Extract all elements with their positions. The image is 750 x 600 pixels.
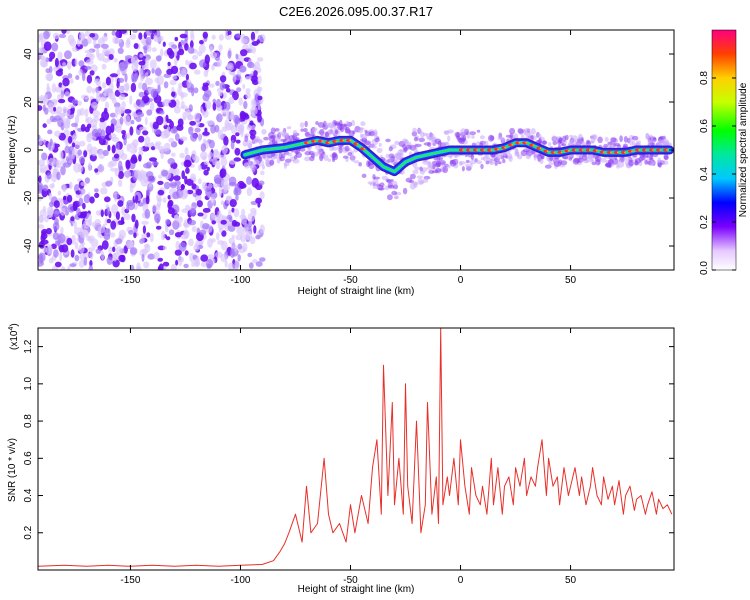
x-tick-label: -150 — [120, 575, 140, 586]
y-tick-label: 40 — [23, 48, 34, 60]
snr-series-line — [38, 328, 673, 567]
snr-panel: -150 -100 -50 0 50 0.2 0.4 0.6 0.8 1.0 1.2 (x104)… — [7, 323, 675, 595]
x-tick-label: 50 — [565, 575, 577, 586]
colorbar-tick-label: 0.4 — [699, 167, 710, 181]
x-tick-label: -100 — [230, 275, 250, 286]
snr-multiplier-close: ) — [9, 323, 20, 326]
snr-y-multiplier: (x104) — [8, 323, 20, 350]
x-tick-label: 0 — [458, 575, 464, 586]
colorbar-gradient — [711, 29, 737, 271]
y-tick-label: 20 — [23, 96, 34, 108]
snr-multiplier-base: (x10 — [9, 330, 20, 350]
colorbar-tick-label: 0.8 — [699, 71, 710, 85]
y-tick-label: 0.2 — [23, 525, 34, 539]
snr-frame — [37, 327, 675, 571]
colorbar-label: Normalized spectral amplitude — [738, 82, 749, 217]
noise-speckle — [38, 30, 266, 270]
x-tick-label: -50 — [343, 575, 358, 586]
y-tick-label: 1.2 — [23, 339, 34, 353]
x-tick-label: -50 — [343, 275, 358, 286]
x-tick-label: 50 — [565, 275, 577, 286]
colorbar-ticks: 0.0 0.2 0.4 0.6 0.8 — [699, 71, 736, 275]
x-tick-label: -100 — [230, 575, 250, 586]
spectrogram-y-ticks: -40 -20 0 20 40 — [23, 48, 674, 253]
snr-x-label: Height of straight line (km) — [298, 584, 415, 595]
y-tick-label: 0.8 — [23, 414, 34, 428]
colorbar: 0.0 0.2 0.4 0.6 0.8 Normalized spectral ampl… — [699, 29, 749, 275]
y-tick-label: -40 — [23, 238, 34, 253]
colorbar-tick-label: 0.2 — [699, 215, 710, 229]
y-tick-label: 0 — [23, 147, 34, 153]
x-tick-label: 0 — [458, 275, 464, 286]
y-tick-label: -20 — [23, 190, 34, 205]
spectrogram-panel: -150 -100 -50 0 50 -40 -20 0 20 40 Height of str… — [7, 29, 675, 297]
spectrogram-x-label: Height of straight line (km) — [298, 286, 415, 297]
colorbar-tick-label: 0.6 — [699, 119, 710, 133]
snr-plot-area — [38, 328, 674, 570]
x-tick-label: -150 — [120, 275, 140, 286]
spectrogram-x-ticks: -150 -100 -50 0 50 — [120, 30, 577, 286]
colorbar-tick-label: 0.0 — [699, 261, 710, 275]
y-tick-label: 0.6 — [23, 451, 34, 465]
spectrogram-marks — [38, 30, 674, 270]
snr-marks — [38, 328, 673, 567]
spectrogram-y-label: Frequency (Hz) — [7, 116, 18, 185]
y-tick-label: 0.4 — [23, 488, 34, 502]
chart-title: C2E6.2026.095.00.37.R17 — [279, 4, 433, 19]
signal-peaks — [303, 138, 669, 154]
snr-multiplier-exp: 4 — [8, 327, 15, 331]
snr-y-label: SNR (10 * v/v) — [7, 438, 18, 502]
snr-x-ticks: -150 -100 -50 0 50 — [120, 328, 577, 586]
snr-y-ticks: 0.2 0.4 0.6 0.8 1.0 1.2 — [23, 339, 674, 540]
y-tick-label: 1.0 — [23, 376, 34, 390]
